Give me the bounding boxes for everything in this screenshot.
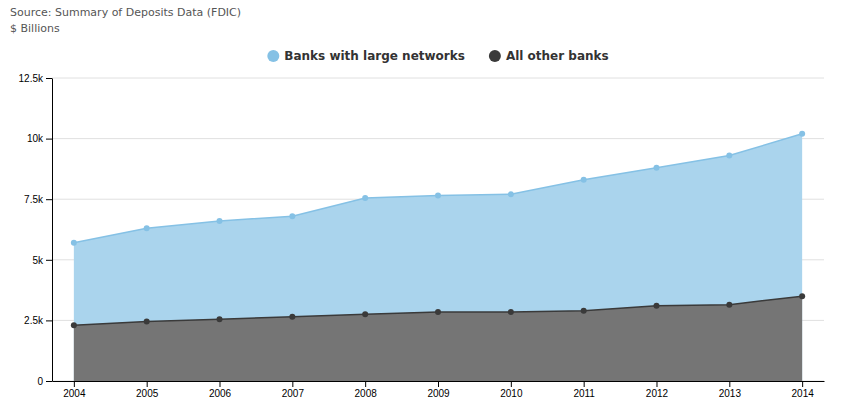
x-tick: 2014 — [792, 381, 815, 399]
x-tick: 2004 — [63, 381, 86, 399]
x-tick-mark — [74, 381, 75, 387]
y-tick-mark — [46, 139, 52, 140]
x-tick: 2012 — [646, 381, 669, 399]
legend-label: Banks with large networks — [284, 49, 465, 63]
line — [74, 134, 802, 243]
x-tick-label: 2009 — [427, 388, 450, 399]
y-axis-line — [52, 79, 53, 382]
x-tick-label: 2012 — [646, 388, 669, 399]
x-tick-mark — [220, 381, 221, 387]
x-tick-mark — [729, 381, 730, 387]
x-tick-label: 2008 — [355, 388, 378, 399]
x-tick-mark — [292, 381, 293, 387]
point — [435, 309, 441, 315]
plot: 2004 2005 2006 2007 2008 2009 2010 2011 2012 2013… — [19, 73, 825, 399]
point — [71, 240, 77, 246]
x-tick-mark — [365, 381, 366, 387]
x-tick-label: 2005 — [136, 388, 159, 399]
legend: Banks with large networks All other banks — [267, 49, 608, 63]
y-tick-mark — [46, 320, 52, 321]
point — [289, 213, 295, 219]
point — [726, 153, 732, 159]
x-axis: 2004 2005 2006 2007 2008 2009 2010 2011 2012 2013… — [53, 381, 825, 399]
x-tick: 2005 — [136, 381, 159, 399]
point — [144, 319, 150, 325]
x-tick-mark — [147, 381, 148, 387]
point — [217, 316, 223, 322]
point — [362, 195, 368, 201]
y-tick-label: 5k — [32, 255, 44, 266]
x-tick-label: 2014 — [792, 388, 815, 399]
point — [144, 225, 150, 231]
y-tick-label: 12.5k — [19, 73, 44, 84]
legend-swatch — [267, 50, 279, 62]
y-tick-mark — [46, 260, 52, 261]
line — [74, 296, 802, 325]
y-tick: 2.5k — [24, 315, 52, 326]
x-tick: 2011 — [573, 381, 595, 399]
x-tick: 2008 — [355, 381, 378, 399]
point — [289, 314, 295, 320]
x-tick-label: 2011 — [573, 388, 595, 399]
x-tick-mark — [656, 381, 657, 387]
x-tick-label: 2007 — [282, 388, 305, 399]
point — [362, 311, 368, 317]
grid-line — [52, 138, 824, 139]
point — [508, 309, 514, 315]
x-tick: 2007 — [282, 381, 305, 399]
y-tick: 7.5k — [24, 194, 52, 205]
y-tick-mark — [46, 381, 52, 382]
legend-item: Banks with large networks — [267, 49, 465, 63]
y-tick: 0 — [37, 376, 52, 387]
y-tick: 12.5k — [19, 73, 52, 84]
y-tick-label: 10k — [27, 133, 44, 144]
y-axis: 0 2.5k 5k 7.5k 10k 12.5k — [19, 73, 53, 387]
x-tick-label: 2010 — [500, 388, 523, 399]
legend-label: All other banks — [506, 49, 609, 63]
y-tick-label: 7.5k — [24, 194, 44, 205]
x-tick-label: 2006 — [209, 388, 232, 399]
x-tick-mark — [802, 381, 803, 387]
area — [74, 296, 802, 381]
point — [508, 191, 514, 197]
x-tick: 2013 — [719, 381, 742, 399]
marks — [71, 131, 805, 381]
point — [799, 131, 805, 137]
x-tick: 2010 — [500, 381, 523, 399]
point — [581, 308, 587, 314]
annotation: Source: Summary of Deposits Data (FDIC) — [10, 6, 241, 19]
y-axis-title: $ Billions — [10, 22, 60, 35]
point — [435, 193, 441, 199]
grid-line — [52, 78, 824, 79]
y-tick-mark — [46, 78, 52, 79]
grid — [52, 78, 824, 381]
point — [653, 165, 659, 171]
x-tick-mark — [511, 381, 512, 387]
y-tick-label: 0 — [37, 376, 43, 387]
point — [799, 293, 805, 299]
chart: 2004 2005 2006 2007 2008 2009 2010 2011 2012 2013… — [0, 0, 848, 415]
y-tick: 5k — [32, 255, 52, 266]
legend-item: All other banks — [489, 49, 609, 63]
legend-swatch — [489, 50, 501, 62]
x-tick-label: 2013 — [719, 388, 742, 399]
y-tick: 10k — [27, 133, 52, 144]
point — [217, 218, 223, 224]
point — [581, 177, 587, 183]
y-tick-label: 2.5k — [24, 315, 44, 326]
area — [74, 134, 802, 381]
point — [653, 303, 659, 309]
point — [726, 302, 732, 308]
x-tick-mark — [584, 381, 585, 387]
x-tick-mark — [438, 381, 439, 387]
y-tick-mark — [46, 199, 52, 200]
x-tick: 2006 — [209, 381, 232, 399]
point — [71, 322, 77, 328]
x-tick: 2009 — [427, 381, 450, 399]
x-tick-label: 2004 — [63, 388, 86, 399]
